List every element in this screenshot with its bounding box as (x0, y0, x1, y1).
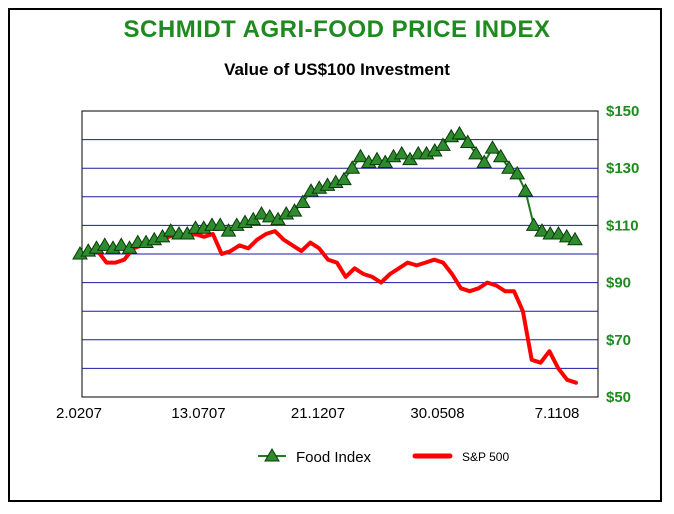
food-index-point (286, 203, 303, 217)
food-index-point (352, 148, 369, 163)
food-index-point (96, 237, 113, 251)
y-tick-label: $110 (606, 217, 639, 234)
food-index-point (534, 223, 550, 237)
food-index-point (484, 140, 501, 154)
food-index-point (344, 160, 361, 174)
food-index-point (476, 154, 493, 168)
food-index-point (253, 205, 270, 220)
y-tick-label: $90 (606, 275, 631, 292)
food-index-point (113, 237, 130, 251)
food-index-point (501, 160, 517, 174)
chart-title: SCHMIDT AGRI-FOOD PRICE INDEX (123, 16, 551, 43)
legend: Food Index S&P 500 (258, 448, 509, 466)
food-index-point (567, 231, 583, 246)
y-tick-label: $150 (606, 103, 639, 120)
x-axis-ticks: 2.0207 13.0707 21.1207 30.0508 7.1108 (56, 405, 579, 422)
food-index-point (336, 171, 352, 186)
food-index-point (451, 125, 468, 140)
chart-subtitle: Value of US$100 Investment (224, 60, 450, 79)
food-index-point (468, 145, 484, 160)
x-tick-label: 2.0207 (56, 405, 102, 422)
legend-food-marker (264, 448, 280, 462)
food-index-point (261, 208, 278, 223)
grid-lines (82, 139, 598, 369)
y-tick-label: $130 (606, 160, 639, 177)
y-axis-ticks: $150 $130 $110 $90 $70 $50 (606, 103, 639, 406)
food-index-point (550, 225, 567, 240)
food-index-point (525, 217, 542, 231)
food-index-point (435, 137, 451, 151)
legend-sp500-label: S&P 500 (462, 450, 509, 464)
x-tick-label: 13.0707 (171, 405, 225, 422)
food-index-point (212, 217, 229, 231)
series-layer (72, 125, 583, 385)
x-tick-label: 30.0508 (410, 405, 464, 422)
legend-food-label: Food Index (296, 449, 372, 466)
food-index-point (492, 148, 509, 163)
food-index-point (162, 223, 179, 237)
food-index-point (369, 151, 385, 166)
y-tick-label: $50 (606, 389, 631, 406)
food-index-point (294, 194, 311, 209)
y-tick-label: $70 (606, 332, 631, 349)
food-index-point (459, 134, 476, 148)
food-index-point (558, 228, 575, 243)
food-index-point (517, 183, 534, 197)
x-tick-label: 7.1108 (535, 405, 580, 422)
x-tick-label: 21.1207 (291, 405, 345, 422)
food-index-point (393, 145, 410, 160)
food-index-point (509, 165, 526, 180)
